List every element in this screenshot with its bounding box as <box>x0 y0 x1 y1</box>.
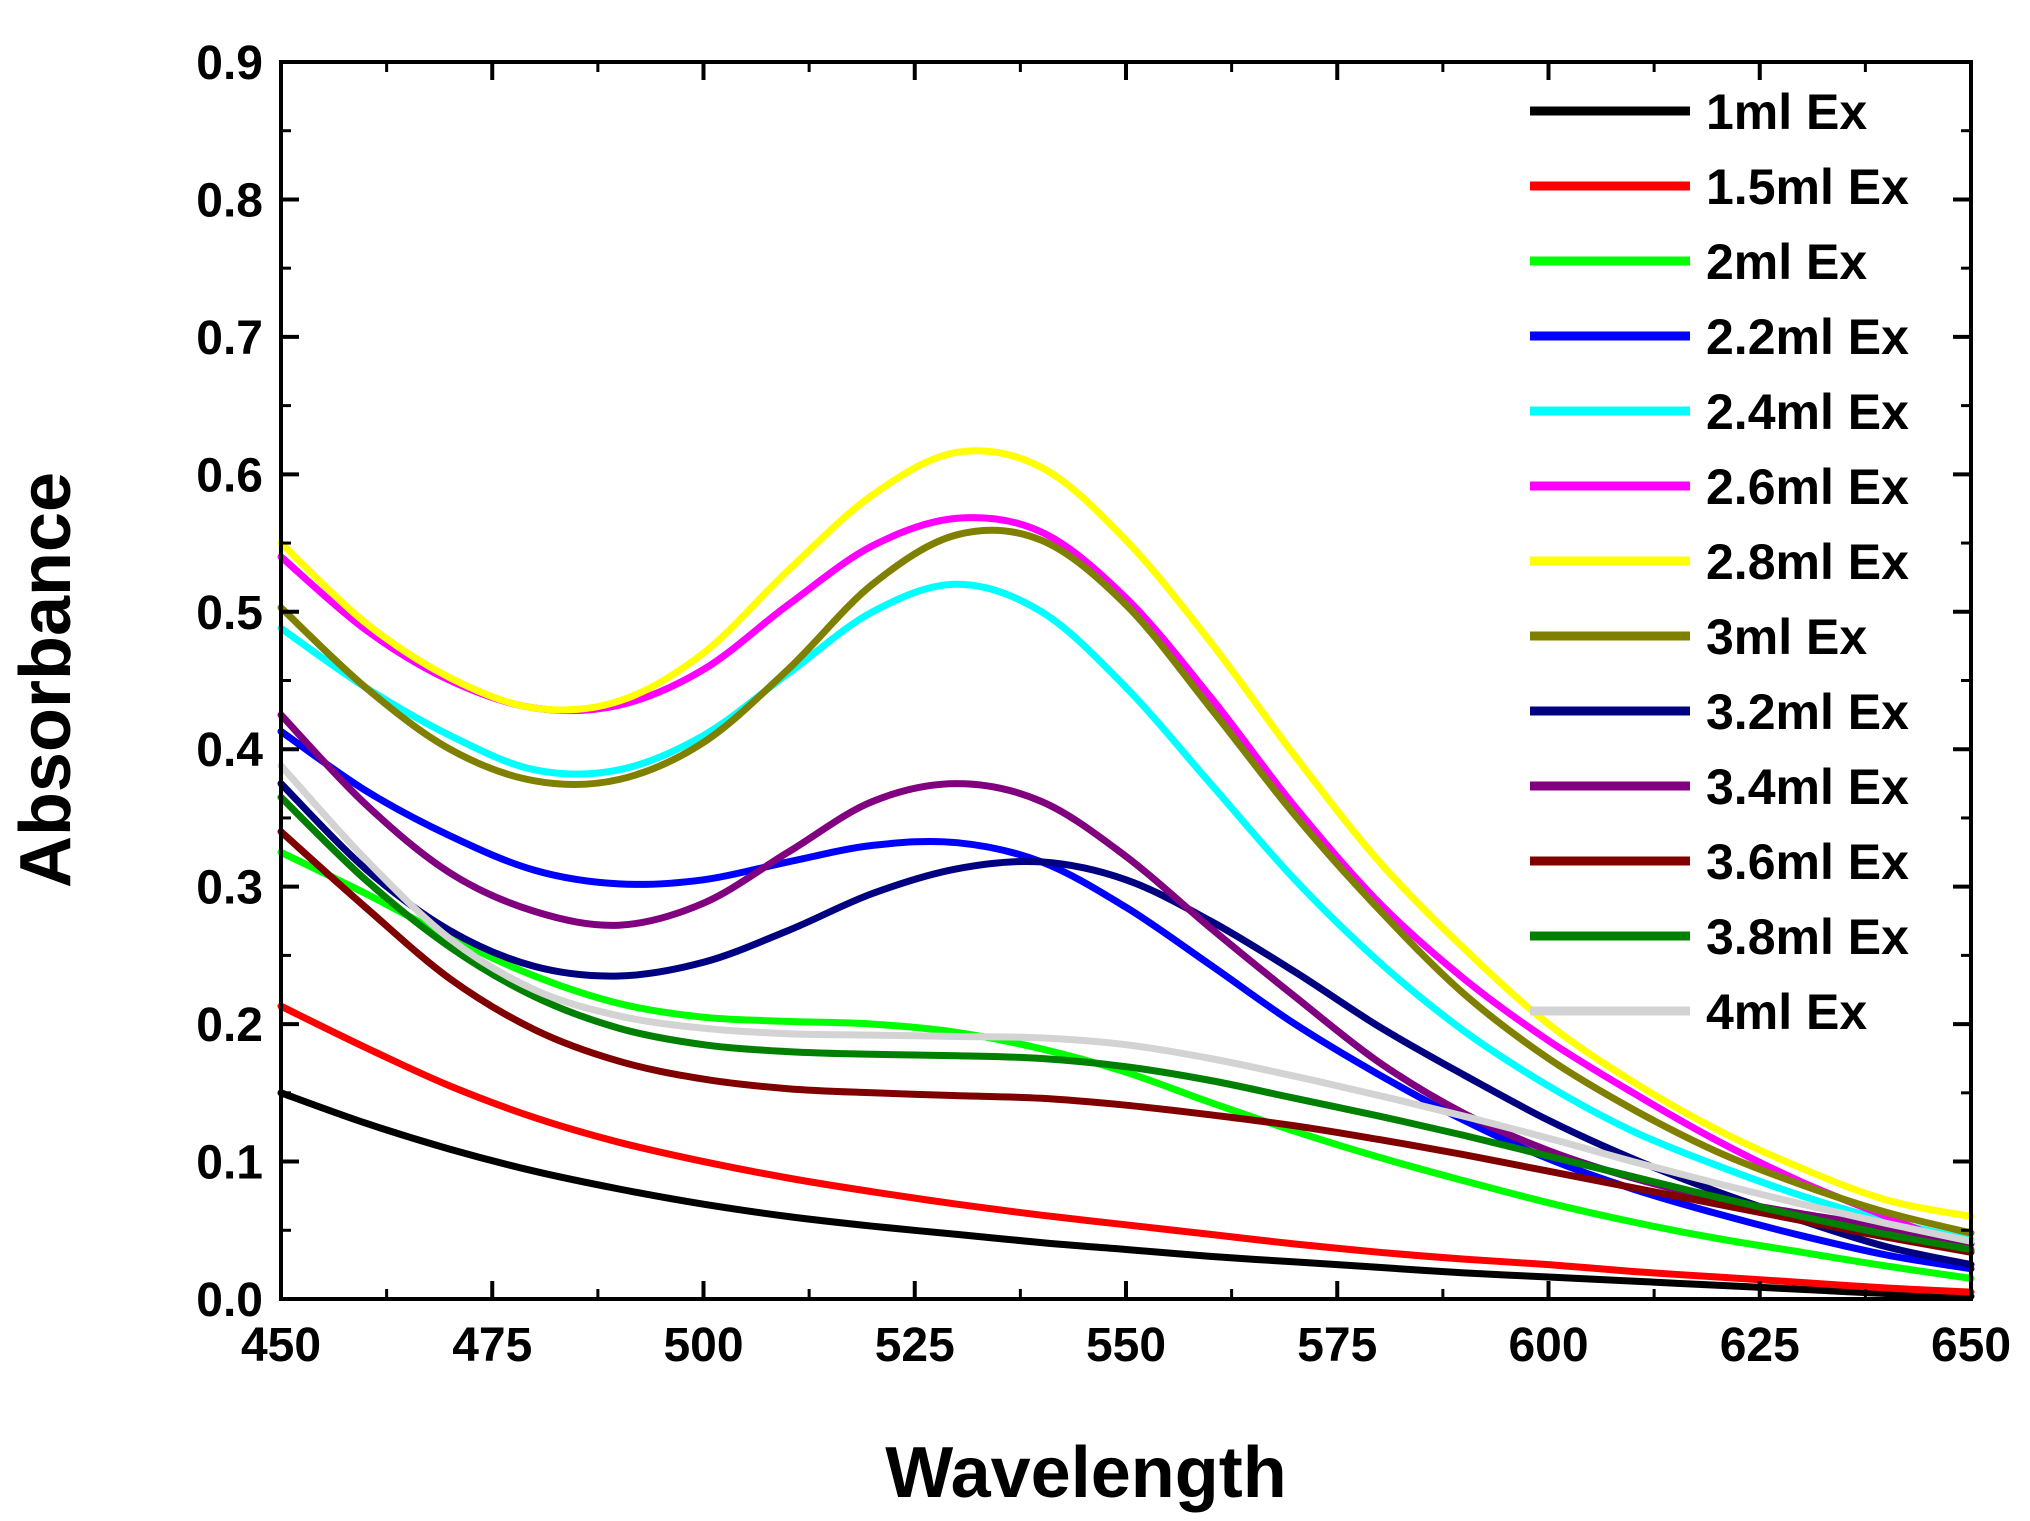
series-line-3-8ml-ex <box>277 793 1975 1253</box>
series-line-2-8ml-ex <box>277 447 1975 1220</box>
x-axis-title: Wavelength <box>885 1433 1286 1513</box>
legend-label-2-4ml-ex: 2.4ml Ex <box>1706 384 1909 440</box>
series-line-4ml-ex <box>277 762 1975 1245</box>
series-line-2-2ml-ex <box>277 727 1975 1273</box>
series-line-2ml-ex <box>277 848 1975 1282</box>
tick-labels-layer: 450 475 500 525 550 575 600 625 650 0.0 0.1 0.2 0.3 0… <box>196 37 2011 1372</box>
y-tick-label: 0.1 <box>196 1137 263 1190</box>
x-tick-label: 600 <box>1508 1319 1588 1372</box>
x-tick-label: 575 <box>1297 1319 1377 1372</box>
series-line-3ml-ex <box>277 526 1975 1237</box>
series-line-2-4ml-ex <box>277 580 1975 1244</box>
y-tick-label: 0.3 <box>196 862 263 915</box>
series-layer <box>277 447 1975 1300</box>
legend-label-3ml-ex: 3ml Ex <box>1706 609 1867 665</box>
legend-label-3-8ml-ex: 3.8ml Ex <box>1706 909 1909 965</box>
legend-label-2-6ml-ex: 2.6ml Ex <box>1706 459 1909 515</box>
legend-label-3-4ml-ex: 3.4ml Ex <box>1706 759 1909 815</box>
y-tick-label: 0.2 <box>196 999 263 1052</box>
x-tick-label: 500 <box>663 1319 743 1372</box>
legend-label-1ml-ex: 1ml Ex <box>1706 84 1867 140</box>
series-line-1ml-ex <box>277 1089 1975 1300</box>
x-tick-label: 475 <box>452 1319 532 1372</box>
x-tick-label: 450 <box>241 1319 321 1372</box>
legend-label-2ml-ex: 2ml Ex <box>1706 234 1867 290</box>
x-tick-label: 625 <box>1720 1319 1800 1372</box>
y-tick-label: 0.5 <box>196 587 263 640</box>
x-tick-label: 550 <box>1086 1319 1166 1372</box>
x-tick-label: 650 <box>1931 1319 2011 1372</box>
y-axis-title: Absorbance <box>6 472 86 888</box>
legend-label-2-8ml-ex: 2.8ml Ex <box>1706 534 1909 590</box>
series-line-3-2ml-ex <box>277 780 1975 1269</box>
series-line-3-6ml-ex <box>277 828 1975 1256</box>
legend-label-3-6ml-ex: 3.6ml Ex <box>1706 834 1909 890</box>
legend-label-3-2ml-ex: 3.2ml Ex <box>1706 684 1909 740</box>
y-tick-label: 0.6 <box>196 449 263 502</box>
legend-label-1-5ml-ex: 1.5ml Ex <box>1706 159 1909 215</box>
y-tick-label: 0.8 <box>196 174 263 227</box>
y-tick-label: 0.4 <box>196 724 263 777</box>
ticks-layer <box>279 60 1973 1301</box>
y-tick-label: 0.0 <box>196 1274 263 1327</box>
legend-label-2-2ml-ex: 2.2ml Ex <box>1706 309 1909 365</box>
y-tick-label: 0.9 <box>196 37 263 90</box>
y-tick-label: 0.7 <box>196 312 263 365</box>
legend: 1ml Ex 1.5ml Ex 2ml Ex 2.2ml Ex 2.4ml Ex 2.6m… <box>1530 84 1909 1040</box>
legend-label-4ml-ex: 4ml Ex <box>1706 984 1867 1040</box>
x-tick-label: 525 <box>875 1319 955 1372</box>
series-line-1-5ml-ex <box>277 1002 1975 1296</box>
